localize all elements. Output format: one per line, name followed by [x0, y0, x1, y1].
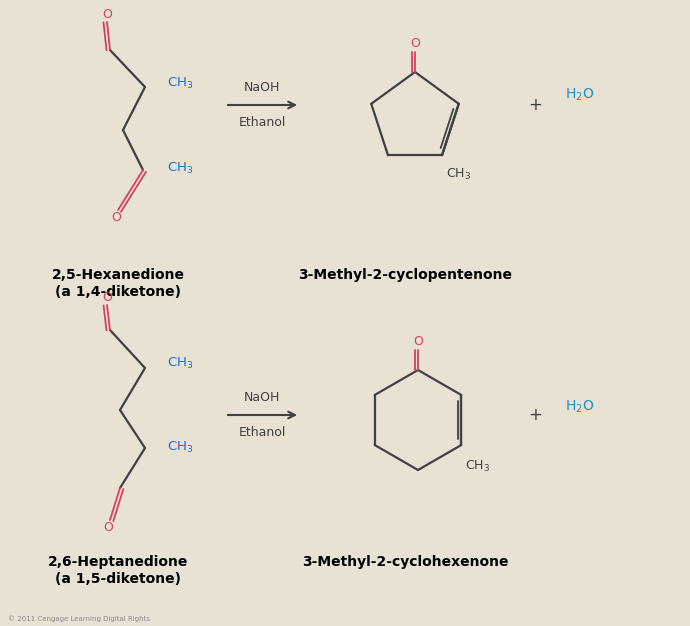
Text: H$_2$O: H$_2$O [565, 399, 594, 415]
Text: +: + [528, 406, 542, 424]
Text: (a 1,5-diketone): (a 1,5-diketone) [55, 572, 181, 586]
Text: O: O [413, 335, 423, 348]
Text: 2,6-Heptanedione: 2,6-Heptanedione [48, 555, 188, 569]
Text: CH$_3$: CH$_3$ [167, 76, 193, 91]
Text: H$_2$O: H$_2$O [565, 87, 594, 103]
Text: (a 1,4-diketone): (a 1,4-diketone) [55, 285, 181, 299]
Text: CH$_3$: CH$_3$ [167, 439, 193, 454]
Text: CH$_3$: CH$_3$ [446, 167, 471, 182]
Text: CH$_3$: CH$_3$ [167, 356, 193, 371]
Text: CH$_3$: CH$_3$ [465, 459, 491, 474]
Text: O: O [103, 521, 113, 534]
Text: NaOH: NaOH [244, 81, 280, 94]
Text: O: O [102, 291, 112, 304]
Text: 2,5-Hexanedione: 2,5-Hexanedione [52, 268, 184, 282]
Text: O: O [111, 211, 121, 224]
Text: Ethanol: Ethanol [238, 116, 286, 129]
Text: +: + [528, 96, 542, 114]
Text: NaOH: NaOH [244, 391, 280, 404]
Text: © 2011 Cengage Learning Digital Rights: © 2011 Cengage Learning Digital Rights [8, 615, 150, 622]
Text: 3-Methyl-2-cyclohexenone: 3-Methyl-2-cyclohexenone [302, 555, 509, 569]
Text: CH$_3$: CH$_3$ [167, 160, 193, 175]
Text: 3-Methyl-2-cyclopentenone: 3-Methyl-2-cyclopentenone [298, 268, 512, 282]
Text: Ethanol: Ethanol [238, 426, 286, 439]
Text: O: O [410, 37, 420, 50]
Text: O: O [102, 8, 112, 21]
